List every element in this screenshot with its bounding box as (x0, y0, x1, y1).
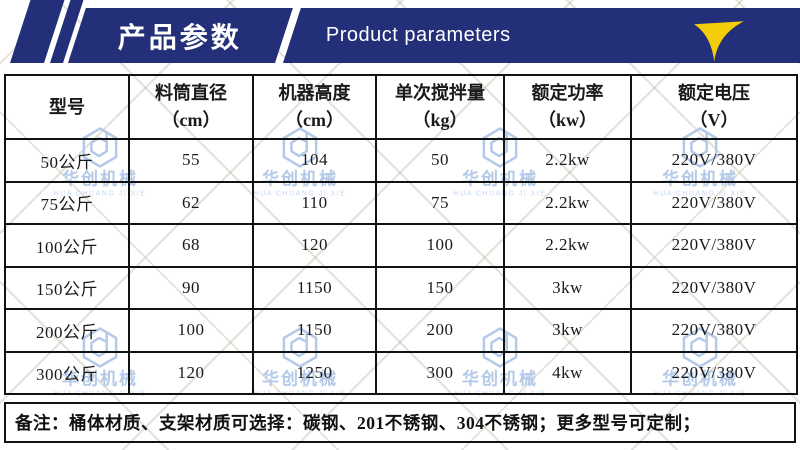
table-cell: 120 (252, 223, 377, 268)
table-cell: 200公斤 (4, 308, 130, 353)
table-row: 300公斤 120 1250 300 4kw 220V/380V (4, 350, 798, 395)
product-spec-table: 型号 料筒直径 （cm） 机器高度 （cm） 单次搅拌量 （kg） 额定功率 （kw） 额定电压（… (4, 74, 798, 395)
table-cell: 220V/380V (630, 265, 798, 310)
table-cell: 150公斤 (4, 265, 130, 310)
table-cell: 220V/380V (630, 180, 798, 225)
table-cell: 100 (375, 223, 505, 268)
table-row: 50公斤 55 104 50 2.2kw 220V/380V (4, 138, 798, 183)
table-cell: 120 (128, 350, 254, 395)
column-header: 型号 (4, 74, 130, 140)
table-cell: 200 (375, 308, 505, 353)
table-cell: 90 (128, 265, 254, 310)
table-header-row: 型号 料筒直径 （cm） 机器高度 （cm） 单次搅拌量 （kg） 额定功率 （kw） 额定电压（… (4, 74, 798, 140)
column-header: 额定功率 （kw） (503, 74, 632, 140)
note-box: 备注：桶体材质、支架材质可选择：碳钢、201不锈钢、304不锈钢；更多型号可定制… (4, 402, 796, 443)
page-title: 产品参数 (118, 21, 243, 53)
column-header: 额定电压 （V） (630, 74, 798, 140)
table-cell: 150 (375, 265, 505, 310)
table-cell: 1250 (252, 350, 377, 395)
table-cell: 50公斤 (4, 138, 130, 183)
table-cell: 4kw (503, 350, 632, 395)
table-cell: 68 (128, 223, 254, 268)
header-banner: 产品参数 Product parameters (0, 0, 800, 65)
table-cell: 220V/380V (630, 223, 798, 268)
table-cell: 2.2kw (503, 180, 632, 225)
banner-title-block: 产品参数 (68, 8, 293, 63)
table-cell: 2.2kw (503, 138, 632, 183)
table-cell: 62 (128, 180, 254, 225)
table-cell: 300公斤 (4, 350, 130, 395)
table-cell: 220V/380V (630, 350, 798, 395)
table-cell: 1150 (252, 265, 377, 310)
table-cell: 3kw (503, 265, 632, 310)
note-text: 备注：桶体材质、支架材质可选择：碳钢、201不锈钢、304不锈钢；更多型号可定制… (15, 413, 701, 433)
table-cell: 50 (375, 138, 505, 183)
table-cell: 300 (375, 350, 505, 395)
table-row: 75公斤 62 110 75 2.2kw 220V/380V (4, 180, 798, 225)
table-cell: 110 (252, 180, 377, 225)
table-cell: 100公斤 (4, 223, 130, 268)
yellow-arrow-icon (694, 21, 744, 62)
table-cell: 220V/380V (630, 308, 798, 353)
column-header: 机器高度 （cm） (252, 74, 377, 140)
table-cell: 100 (128, 308, 254, 353)
column-header: 料筒直径 （cm） (128, 74, 254, 140)
page-subtitle: Product parameters (325, 24, 511, 46)
table-cell: 55 (128, 138, 254, 183)
table-cell: 3kw (503, 308, 632, 353)
table-cell: 1150 (252, 308, 377, 353)
table-row: 100公斤 68 120 100 2.2kw 220V/380V (4, 223, 798, 268)
table-row: 200公斤 100 1150 200 3kw 220V/380V (4, 308, 798, 353)
table-cell: 75公斤 (4, 180, 130, 225)
column-header: 单次搅拌量 （kg） (375, 74, 505, 140)
table-cell: 220V/380V (630, 138, 798, 183)
table-row: 150公斤 90 1150 150 3kw 220V/380V (4, 265, 798, 310)
table-cell: 75 (375, 180, 505, 225)
table-cell: 2.2kw (503, 223, 632, 268)
table-cell: 104 (252, 138, 377, 183)
